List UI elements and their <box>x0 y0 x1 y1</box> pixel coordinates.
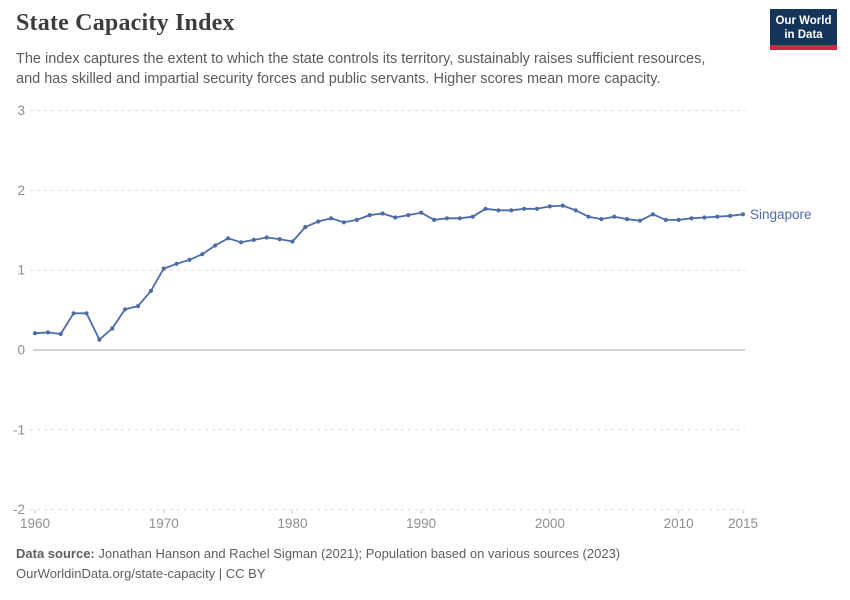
data-point[interactable] <box>534 206 540 211</box>
owid-logo-line1: Our World <box>775 15 832 27</box>
data-point[interactable] <box>637 218 643 223</box>
data-point[interactable] <box>612 214 617 219</box>
x-axis-label: 1970 <box>149 516 179 531</box>
data-point[interactable] <box>329 216 334 221</box>
page-title: State Capacity Index <box>16 10 235 36</box>
data-point[interactable] <box>161 266 166 271</box>
data-point[interactable] <box>110 326 115 331</box>
line-chart[interactable]: 3 2 1 0 -1 -2 1960 1970 1980 1990 2000 2010 2015 Sing… <box>0 100 850 545</box>
x-axis-label: 1980 <box>277 516 307 531</box>
x-axis-label: 2000 <box>535 516 565 531</box>
data-point[interactable] <box>586 214 591 219</box>
data-point[interactable] <box>97 337 102 342</box>
data-point[interactable] <box>689 216 694 221</box>
data-point[interactable] <box>522 206 527 211</box>
owid-logo-line2: in Data <box>784 28 823 41</box>
data-point[interactable] <box>663 217 668 222</box>
data-point[interactable] <box>650 212 656 217</box>
x-axis-label: 1990 <box>406 516 436 531</box>
data-point[interactable] <box>432 217 437 222</box>
data-point[interactable] <box>341 220 346 225</box>
chart-subtitle-line1: The index captures the extent to which t… <box>16 51 706 67</box>
y-axis-label: 3 <box>17 103 25 118</box>
data-point[interactable] <box>740 212 746 217</box>
data-point[interactable] <box>380 211 385 216</box>
chart-footer: Data source: Jonathan Hanson and Rachel … <box>16 544 620 584</box>
data-point[interactable] <box>444 216 449 221</box>
data-point[interactable] <box>367 213 372 218</box>
x-axis-label: 1960 <box>20 516 50 531</box>
data-point[interactable] <box>496 208 501 213</box>
data-point[interactable] <box>148 288 153 293</box>
data-point[interactable] <box>702 215 707 220</box>
data-point[interactable] <box>213 243 218 248</box>
owid-url-link[interactable]: OurWorldinData.org/state-capacity <box>16 566 216 582</box>
footer-separator: | <box>215 566 226 582</box>
data-point[interactable] <box>573 208 578 213</box>
data-point[interactable] <box>354 217 359 222</box>
y-axis-label: 2 <box>17 183 25 198</box>
data-point[interactable] <box>84 311 89 316</box>
series-line-singapore[interactable] <box>34 204 744 341</box>
data-point[interactable] <box>71 311 76 316</box>
data-point[interactable] <box>277 237 282 242</box>
data-point[interactable] <box>226 236 231 241</box>
data-point[interactable] <box>251 237 256 242</box>
cc-by-link[interactable]: CC BY <box>225 566 266 582</box>
data-point[interactable] <box>728 213 733 218</box>
owid-logo[interactable]: Our World in Data <box>770 9 837 48</box>
data-point[interactable] <box>316 219 321 224</box>
license-line: OurWorldinData.org/state-capacity | CC B… <box>16 564 620 584</box>
owid-logo-red-bar <box>770 45 837 50</box>
data-point[interactable] <box>200 252 205 257</box>
data-point[interactable] <box>419 210 424 215</box>
data-point[interactable] <box>135 304 141 309</box>
data-point[interactable] <box>560 203 565 208</box>
data-source-text: Jonathan Hanson and Rachel Sigman (2021)… <box>94 546 621 561</box>
data-point[interactable] <box>715 214 720 219</box>
data-point[interactable] <box>547 204 553 209</box>
data-point[interactable] <box>290 239 295 244</box>
data-point[interactable] <box>264 235 269 240</box>
chart-subtitle-line2: and has skilled and impartial security f… <box>16 71 661 87</box>
data-point[interactable] <box>123 307 128 312</box>
data-source-label: Data source: <box>16 546 95 561</box>
data-point[interactable] <box>32 331 38 336</box>
data-point[interactable] <box>509 208 514 213</box>
y-axis-label: 1 <box>17 263 25 278</box>
data-point[interactable] <box>457 216 462 221</box>
data-point[interactable] <box>303 225 308 230</box>
y-axis-label: 0 <box>17 343 25 358</box>
data-point[interactable] <box>599 217 604 222</box>
data-point[interactable] <box>470 214 475 219</box>
data-point[interactable] <box>676 217 681 222</box>
chart-subtitle: The index captures the extent to which t… <box>16 49 776 89</box>
data-point[interactable] <box>174 261 179 266</box>
data-point[interactable] <box>238 240 244 245</box>
x-axis-label: 2015 <box>728 516 758 531</box>
data-point[interactable] <box>393 215 398 220</box>
entity-label-singapore[interactable]: Singapore <box>750 207 812 222</box>
data-point[interactable] <box>58 331 63 337</box>
data-point[interactable] <box>406 213 411 218</box>
y-axis-label: -1 <box>13 422 25 437</box>
data-source-line: Data source: Jonathan Hanson and Rachel … <box>16 544 620 564</box>
data-point[interactable] <box>187 257 192 262</box>
x-axis-label: 2010 <box>664 516 694 531</box>
data-point[interactable] <box>483 206 488 211</box>
y-axis-label: -2 <box>13 502 25 517</box>
data-point[interactable] <box>45 330 51 335</box>
data-point[interactable] <box>625 217 630 222</box>
